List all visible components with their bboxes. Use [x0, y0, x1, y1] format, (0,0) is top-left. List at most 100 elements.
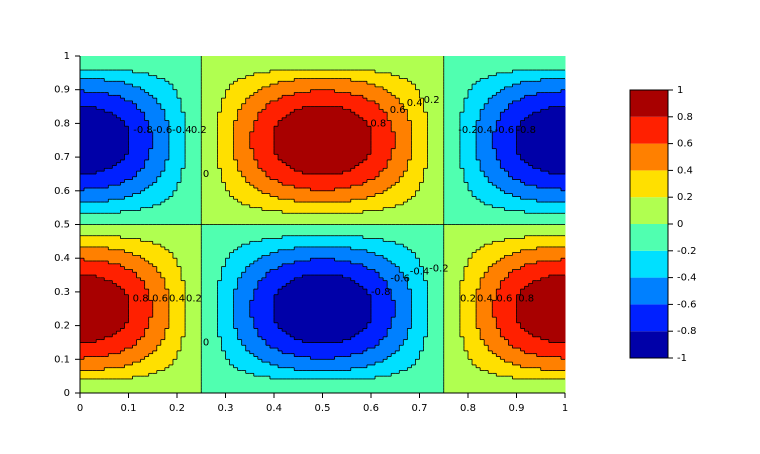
contour-cell	[322, 294, 327, 298]
contour-cell	[504, 308, 509, 312]
contour-cell	[237, 362, 243, 366]
contour-cell	[233, 319, 239, 324]
contour-cell	[338, 314, 344, 318]
contour-cell	[403, 317, 408, 321]
contour-cell	[524, 308, 530, 312]
contour-cell	[269, 305, 275, 310]
contour-cell	[334, 297, 340, 301]
contour-cell	[556, 362, 562, 366]
contour-cell	[415, 308, 420, 312]
contour-cell	[164, 286, 170, 290]
contour-cell	[358, 275, 364, 279]
contour-cell	[383, 305, 388, 310]
contour-cell	[257, 364, 263, 369]
contour-cell	[168, 348, 174, 352]
contour-cell	[172, 317, 178, 321]
contour-cell	[201, 350, 206, 355]
contour-cell	[181, 370, 186, 374]
contour-cell	[298, 370, 303, 374]
contour-cell	[560, 289, 566, 293]
contour-cell	[132, 345, 137, 349]
contour-cell	[88, 328, 93, 332]
contour-cell	[552, 328, 558, 332]
contour-cell	[560, 353, 566, 357]
contour-cell	[540, 378, 546, 383]
contour-cell	[532, 334, 538, 338]
contour-cell	[484, 364, 489, 369]
contour-cell	[467, 331, 473, 335]
contour-cell	[439, 376, 445, 380]
contour-cell	[164, 376, 170, 380]
contour-cell	[439, 286, 445, 290]
contour-cell	[245, 314, 251, 318]
contour-cell	[520, 283, 525, 287]
contour-cell	[354, 311, 360, 315]
contour-cell	[383, 356, 388, 360]
contour-cell	[532, 286, 538, 290]
contour-cell	[552, 283, 558, 287]
contour-cell	[140, 348, 146, 352]
contour-cell	[128, 275, 133, 279]
contour-cell	[451, 283, 457, 287]
contour-cell	[427, 291, 433, 296]
contour-cell	[209, 353, 214, 357]
contour-cell	[213, 390, 218, 394]
contour-cell	[358, 381, 364, 385]
contour-cell	[88, 322, 93, 326]
contour-cell	[358, 384, 364, 388]
contour-cell	[560, 291, 566, 296]
contour-cell	[172, 283, 178, 287]
contour-cell	[261, 328, 267, 332]
contour-cell	[306, 350, 311, 355]
contour-cell	[152, 373, 158, 377]
contour-cell	[560, 334, 566, 338]
contour-cell	[140, 319, 146, 324]
contour-cell	[379, 297, 384, 301]
contour-cell	[168, 317, 174, 321]
contour-cell	[342, 286, 348, 290]
contour-cell	[140, 373, 146, 377]
contour-cell	[136, 275, 142, 279]
contour-cell	[552, 359, 558, 363]
contour-cell	[314, 345, 319, 349]
contour-cell	[338, 308, 344, 312]
contour-cell	[278, 370, 283, 374]
contour-cell	[152, 353, 158, 357]
contour-cell	[148, 283, 154, 287]
contour-cell	[88, 373, 93, 377]
contour-cell	[544, 280, 550, 284]
contour-cell	[476, 308, 481, 312]
contour-cell	[148, 367, 154, 371]
contour-cell	[447, 362, 453, 366]
contour-cell	[164, 339, 170, 343]
contour-cell	[463, 373, 469, 377]
contour-cell	[112, 339, 117, 343]
contour-cell	[282, 356, 287, 360]
contour-cell	[544, 334, 550, 338]
contour-cell	[140, 339, 146, 343]
contour-cell	[108, 314, 113, 318]
contour-cell	[282, 373, 287, 377]
contour-cell	[488, 319, 493, 324]
contour-cell	[116, 378, 121, 383]
contour-cell	[504, 373, 509, 377]
contour-cell	[229, 319, 234, 324]
contour-cell	[253, 359, 259, 363]
contour-cell	[334, 325, 340, 329]
contour-cell	[156, 334, 162, 338]
contour-cell	[379, 356, 384, 360]
contour-cell	[302, 311, 307, 315]
contour-cell	[387, 300, 392, 304]
contour-cell	[92, 334, 97, 338]
contour-cell	[383, 300, 388, 304]
contour-cell	[524, 376, 530, 380]
contour-cell	[556, 364, 562, 369]
contour-cell	[435, 331, 441, 335]
contour-cell	[508, 314, 513, 318]
contour-cell	[197, 294, 202, 298]
contour-cell	[488, 356, 493, 360]
contour-cell	[189, 311, 194, 315]
contour-cell	[140, 325, 146, 329]
contour-cell	[435, 325, 441, 329]
contour-cell	[229, 336, 234, 341]
